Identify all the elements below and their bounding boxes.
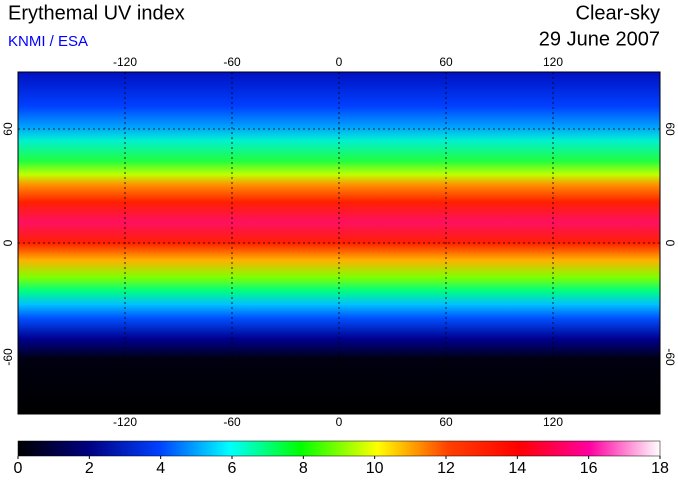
lat-label-left: 0 (1, 239, 15, 246)
colorbar-label: 18 (651, 460, 669, 477)
lon-label-top: -60 (223, 55, 241, 69)
colorbar-label: 6 (228, 460, 237, 477)
lon-label-bottom: -120 (113, 415, 137, 429)
source: KNMI / ESA (8, 33, 88, 50)
lon-label-bottom: 0 (336, 415, 343, 429)
lon-label-bottom: -60 (223, 415, 241, 429)
colorbar-label: 2 (85, 460, 94, 477)
lon-label-top: 120 (543, 55, 563, 69)
title: Erythemal UV index (8, 2, 185, 24)
colorbar-label: 4 (156, 460, 165, 477)
colorbar-label: 14 (508, 460, 526, 477)
colorbar-label: 12 (437, 460, 455, 477)
lat-label-left: 60 (1, 122, 15, 136)
lon-label-top: 60 (439, 55, 453, 69)
lon-label-bottom: 60 (439, 415, 453, 429)
condition: Clear-sky (576, 2, 660, 24)
lat-label-right: 60 (663, 122, 677, 136)
colorbar-label: 0 (14, 460, 23, 477)
date: 29 June 2007 (539, 28, 660, 50)
colorbar-label: 10 (366, 460, 384, 477)
colorbar-label: 16 (580, 460, 598, 477)
lon-label-top: -120 (113, 55, 137, 69)
colorbar-label: 8 (299, 460, 308, 477)
lat-label-right: 0 (663, 240, 677, 247)
lon-label-bottom: 120 (543, 415, 563, 429)
lat-label-right: -60 (663, 348, 677, 366)
lon-label-top: 0 (336, 55, 343, 69)
lat-label-left: -60 (1, 348, 15, 366)
colorbar (17, 440, 661, 457)
